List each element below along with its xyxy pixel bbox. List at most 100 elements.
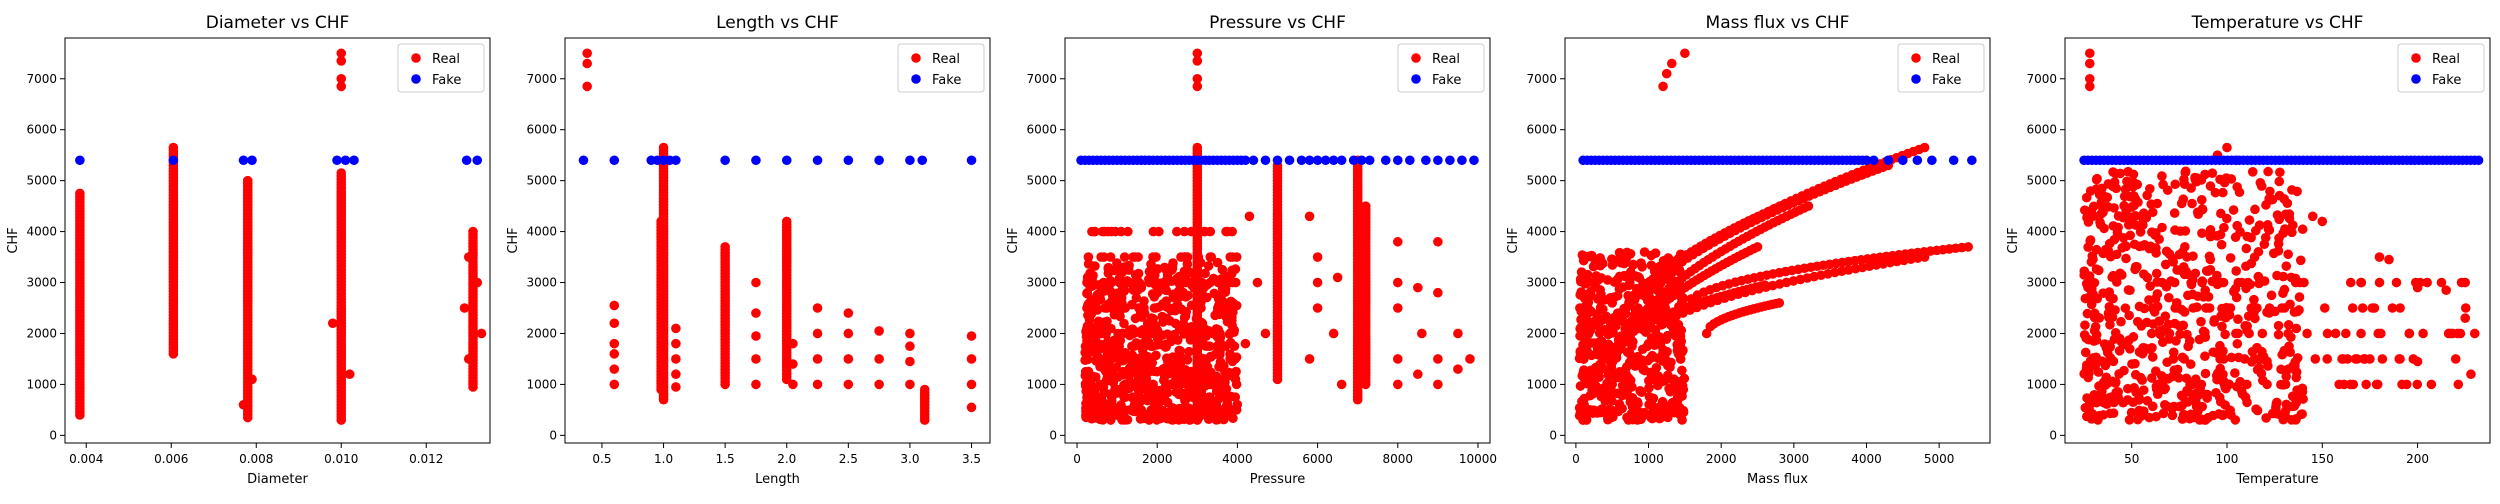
real-point <box>1226 268 1237 279</box>
real-point <box>1592 369 1603 380</box>
fake-point <box>874 155 884 166</box>
real-point <box>2192 391 2202 401</box>
fake-point <box>1405 155 1415 166</box>
real-point <box>1081 331 1092 342</box>
real-point <box>1097 226 1108 237</box>
real-point <box>2103 308 2114 319</box>
real-point <box>1082 277 1092 288</box>
real-point <box>2377 354 2388 364</box>
real-point <box>2142 272 2153 283</box>
real-point <box>1603 366 1614 377</box>
real-point <box>582 58 592 69</box>
real-point <box>2209 315 2220 325</box>
fake-point <box>917 155 928 166</box>
real-point <box>1228 413 1238 424</box>
real-point <box>2322 354 2333 364</box>
x-tick-label: 0 <box>1073 452 1081 466</box>
real-point <box>1666 58 1677 69</box>
real-point <box>2260 232 2271 243</box>
real-point <box>2218 187 2228 198</box>
real-point <box>2233 314 2243 325</box>
real-point <box>2147 343 2157 353</box>
fake-point <box>812 155 823 166</box>
real-point <box>1093 316 1104 327</box>
real-point <box>582 81 592 92</box>
real-point <box>2319 303 2330 313</box>
real-point <box>2252 405 2263 416</box>
real-point <box>2107 376 2118 387</box>
real-point <box>2404 328 2415 339</box>
fake-point <box>1967 155 1977 166</box>
real-point <box>1222 316 1233 327</box>
real-point <box>1172 226 1182 237</box>
fake-point <box>1248 155 1259 166</box>
y-tick-label: 6000 <box>1526 123 1557 137</box>
real-point <box>2376 328 2386 339</box>
real-point <box>2183 269 2194 280</box>
real-point <box>2216 239 2227 250</box>
real-point <box>1919 252 1930 262</box>
real-point <box>2189 410 2199 420</box>
real-point <box>2222 213 2232 224</box>
real-point <box>2129 200 2139 211</box>
real-point <box>1117 267 1127 278</box>
axes-frame <box>1564 37 1991 444</box>
real-point <box>2094 381 2104 391</box>
real-point <box>1650 405 1661 415</box>
real-point <box>1629 406 1640 417</box>
real-point <box>2466 369 2476 380</box>
real-point <box>2246 232 2256 243</box>
real-point <box>1591 349 1601 359</box>
fake-point <box>1296 155 1307 166</box>
legend: Real Fake <box>397 43 485 93</box>
x-tick-label: 3.0 <box>900 452 919 466</box>
real-point <box>2374 277 2385 288</box>
x-tick-label: 2000 <box>1706 452 1737 466</box>
real-point <box>1119 392 1129 402</box>
real-point <box>1100 401 1111 412</box>
real-point <box>2170 303 2181 313</box>
x-tick-label: 0.008 <box>239 452 273 466</box>
real-point <box>1169 414 1179 425</box>
real-point <box>1433 287 1443 298</box>
real-point <box>1662 374 1673 384</box>
real-point <box>2187 379 2198 390</box>
real-point <box>1604 328 1615 339</box>
real-point <box>2109 203 2119 213</box>
real-point <box>1136 366 1147 377</box>
x-tick-label: 2.0 <box>777 452 796 466</box>
real-point <box>1119 286 1129 297</box>
real-point <box>1231 405 1242 415</box>
real-point <box>1082 303 1092 313</box>
real-point <box>1661 68 1672 79</box>
real-point <box>1624 357 1635 368</box>
real-point <box>336 56 347 66</box>
real-point <box>966 379 977 390</box>
real-point <box>1083 405 1094 415</box>
real-point <box>1630 271 1641 281</box>
real-point <box>1217 264 1228 275</box>
y-tick-label: 3000 <box>26 276 57 290</box>
real-point <box>2084 48 2095 59</box>
real-point <box>2182 329 2192 340</box>
x-tick-label: 10000 <box>1459 452 1497 466</box>
real-point <box>2291 397 2302 408</box>
real-point <box>874 379 884 390</box>
plot-area <box>75 48 487 425</box>
fake-point <box>843 155 854 166</box>
real-point <box>1680 48 1690 59</box>
real-point <box>751 308 761 318</box>
real-point <box>2232 182 2242 192</box>
real-point <box>1644 391 1655 402</box>
real-point <box>1220 366 1230 377</box>
real-point <box>1130 252 1140 262</box>
real-point <box>2241 261 2251 272</box>
real-point <box>1628 259 1639 270</box>
real-point <box>1192 81 1203 92</box>
real-point <box>1336 379 1347 390</box>
real-point <box>2283 328 2294 339</box>
real-point <box>1104 341 1115 352</box>
real-point <box>1139 341 1150 352</box>
y-axis-label: CHF <box>2006 227 2021 253</box>
